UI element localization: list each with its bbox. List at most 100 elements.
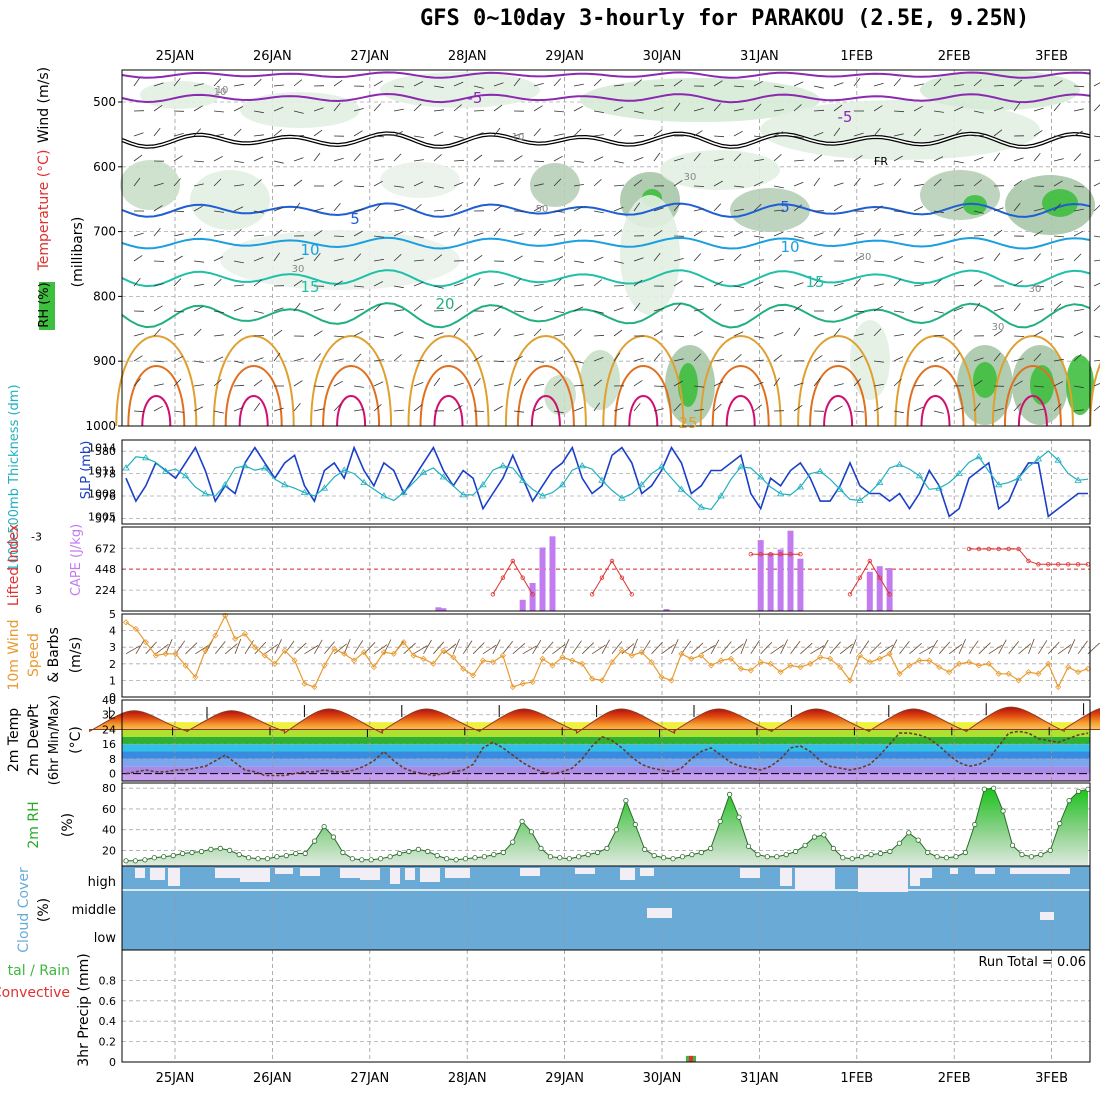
wind-barb: [264, 644, 279, 655]
y-tick: 700: [93, 225, 116, 239]
y-tick: 0.8: [99, 974, 117, 987]
rh-point: [547, 854, 554, 860]
wind-barb: [833, 282, 844, 287]
wind-speed-point: [956, 660, 963, 667]
wind-barb: [433, 254, 443, 262]
wind-barb: [553, 310, 564, 313]
wind-barb: [493, 360, 505, 363]
wind10-label: 10m Wind: [6, 619, 22, 690]
wind-barb: [631, 638, 638, 654]
rh-point: [189, 849, 195, 856]
date-label-top: 30JAN: [643, 49, 682, 64]
wind-barb: [493, 182, 504, 187]
y-tick: 80: [102, 782, 116, 795]
wind-barb: [633, 134, 645, 137]
wind-barb: [513, 333, 524, 337]
wind-barb: [613, 160, 624, 164]
rh-point: [481, 854, 487, 860]
wind-barb: [1073, 409, 1084, 412]
wind-barb: [833, 204, 843, 212]
wind-barb: [433, 285, 444, 289]
wind-barb: [1033, 308, 1044, 312]
wind-barb: [233, 360, 244, 364]
rh-point: [462, 856, 469, 862]
date-label-top: 3FEB: [1035, 49, 1068, 64]
wind-barb: [413, 359, 425, 362]
wind-barb: [153, 305, 163, 312]
wind-barb: [513, 155, 523, 162]
wind-barb: [919, 645, 934, 655]
rh-contour-label: 30: [992, 322, 1005, 333]
wind-barb: [234, 638, 242, 654]
rh-point: [991, 785, 997, 791]
wind-barb: [473, 410, 485, 412]
rh-point: [236, 851, 242, 858]
wind-barb: [633, 110, 644, 114]
wind-barb: [553, 155, 563, 162]
rh-point: [528, 829, 535, 835]
wind-barb: [1053, 303, 1062, 312]
wind-barb: [553, 356, 564, 362]
isotherm-label: 20: [435, 295, 454, 313]
wind-barb: [993, 307, 1004, 312]
wind-barb: [133, 378, 141, 387]
rh-legend-swatch: [39, 282, 55, 330]
rh-point: [302, 850, 308, 857]
y-tick: 900: [93, 354, 116, 368]
wind-barb: [1093, 359, 1100, 362]
wind-barb: [493, 283, 504, 287]
cloud-label: (%): [36, 898, 52, 922]
wind-barb: [233, 184, 244, 187]
isotherm-35: [530, 395, 561, 427]
wind-speed-point: [390, 650, 397, 657]
precip-total-label: tal / Rain: [8, 963, 70, 979]
wind-barb: [893, 356, 904, 362]
wind-barb: [433, 310, 445, 312]
wind-barb: [913, 329, 922, 337]
wind-barb: [581, 642, 594, 655]
wind-barb: [853, 132, 864, 137]
wind-barb: [533, 105, 543, 112]
wind-barb: [553, 334, 564, 337]
wind-barb: [593, 402, 601, 412]
wind-speed-point: [410, 652, 417, 659]
rh-area: [126, 788, 1088, 866]
lifted-index-point: [798, 552, 803, 557]
wind-barb: [750, 640, 760, 655]
wind-barb: [633, 79, 642, 87]
wind-barb: [562, 639, 570, 654]
wind-speed-point: [787, 662, 794, 669]
rh-point: [849, 856, 855, 862]
wind-barb: [253, 78, 262, 87]
wind-barb: [453, 159, 465, 162]
cloud-gap: [390, 868, 400, 884]
wind-speed-point: [747, 667, 754, 674]
wind-barb: [373, 103, 381, 112]
wind-barb: [453, 135, 464, 139]
wind-barb: [393, 185, 404, 188]
freezing-label: FR: [874, 155, 888, 168]
wind-barb: [493, 127, 501, 137]
wind-barb: [853, 310, 865, 313]
wind-barb: [859, 640, 870, 655]
wind-barb: [193, 260, 204, 263]
wind-speed-point: [638, 649, 645, 656]
wind-barb: [1033, 130, 1043, 137]
rh-contour-label: 10: [512, 132, 525, 143]
rh-point: [1009, 842, 1016, 848]
rh-point: [934, 854, 940, 860]
wind-barb: [393, 108, 404, 112]
thickness-point: [439, 473, 448, 480]
wind-barb: [733, 309, 744, 312]
wind-barb: [413, 235, 424, 239]
rh-patch: [1042, 189, 1078, 217]
wind-barb: [573, 128, 582, 137]
wind-barb: [472, 642, 485, 655]
rh-point: [453, 857, 459, 863]
isotherm-minus10: [121, 71, 1091, 79]
cloud-gap: [150, 868, 165, 880]
wind-barb: [433, 131, 444, 137]
isotherm-35: [238, 395, 269, 427]
wind-barb: [353, 253, 362, 262]
wind-barb: [383, 639, 392, 654]
